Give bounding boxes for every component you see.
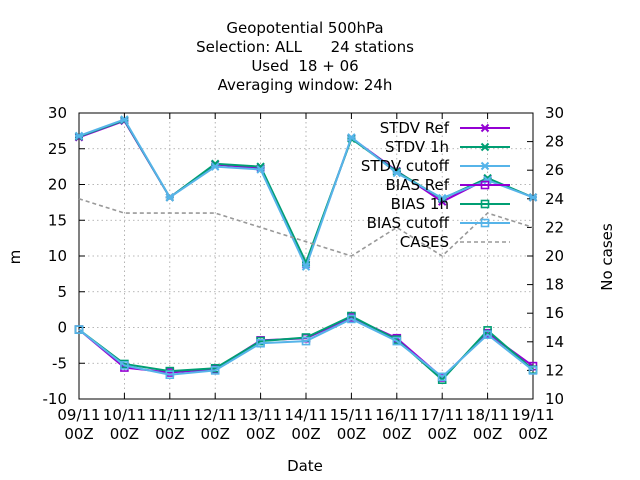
x-tick-label: 16/11 00Z: [375, 406, 418, 443]
legend-marker: [480, 123, 490, 133]
y-tick-label: 5: [57, 283, 67, 301]
legend-item: BIAS Ref: [385, 176, 510, 194]
y2-tick-label: 22: [545, 218, 564, 236]
data-point: [210, 366, 220, 375]
legend-label: STDV Ref: [380, 119, 450, 137]
legend-item: STDV cutoff: [361, 157, 510, 175]
y2-tick-label: 26: [545, 161, 564, 179]
title-line: Geopotential 500hPa: [226, 19, 383, 37]
legend-marker: [480, 180, 490, 190]
series-layer: [74, 115, 538, 384]
data-point: [165, 370, 175, 379]
legend-marker: [480, 218, 490, 228]
y-tick-label: -10: [43, 390, 68, 408]
legend-item: BIAS 1h: [391, 195, 510, 213]
series-stdv-ref: [74, 116, 538, 269]
legend-label: BIAS 1h: [391, 195, 449, 213]
legend-marker: [480, 161, 490, 171]
series-line: [78, 198, 534, 258]
x-tick-label: 13/11 00Z: [239, 406, 282, 443]
x-tick-label: 09/11 00Z: [57, 406, 100, 443]
x-tick-label: 14/11 00Z: [284, 406, 327, 443]
data-point: [256, 165, 265, 174]
y2-tick-label: 24: [545, 190, 564, 208]
y-tick-label: -5: [52, 354, 67, 372]
y2-tick-label: 20: [545, 247, 564, 265]
data-point: [74, 131, 84, 141]
y-tick-label: 25: [48, 140, 67, 158]
y2-tick-label: 14: [545, 333, 564, 351]
legend-item: BIAS cutoff: [367, 214, 510, 232]
y2-tick-label: 28: [545, 133, 564, 151]
legend-label: CASES: [400, 233, 449, 251]
y2-axis-label: No cases: [598, 223, 616, 291]
data-point: [301, 262, 311, 271]
y2-tick-label: 10: [545, 390, 564, 408]
legend-label: BIAS Ref: [385, 176, 449, 194]
data-point: [74, 325, 84, 334]
x-tick-label: 19/11 00Z: [511, 406, 554, 443]
data-point: [347, 314, 356, 324]
data-point: [437, 372, 447, 382]
x-tick-label: 11/11 00Z: [148, 406, 191, 443]
legend-marker: [480, 199, 490, 209]
title-line: Averaging window: 24h: [218, 76, 393, 94]
data-point: [483, 330, 492, 339]
y-axis-label: m: [6, 250, 24, 265]
series-stdv-cutoff: [74, 115, 538, 271]
data-point: [528, 193, 538, 202]
y-tick-label: 15: [48, 211, 67, 229]
title-line: Selection: ALL 24 stations: [196, 38, 414, 56]
data-point: [256, 338, 265, 348]
y-tick-label: 10: [48, 247, 67, 265]
data-point: [301, 336, 311, 346]
y2-tick-label: 18: [545, 276, 564, 294]
legend-item: STDV Ref: [380, 119, 510, 137]
data-point: [120, 115, 129, 124]
y2-tick-label: 30: [545, 104, 564, 122]
legend-marker: [480, 142, 490, 152]
legend-label: BIAS cutoff: [367, 214, 450, 232]
y-tick-label: 30: [48, 104, 67, 122]
series-cases: [78, 198, 534, 258]
y2-tick-label: 16: [545, 304, 564, 322]
y-tick-label: 0: [57, 319, 67, 337]
legend-item: CASES: [400, 233, 510, 251]
data-point: [120, 361, 129, 370]
series-bias-cutoff: [74, 314, 538, 382]
data-point: [392, 168, 402, 178]
axes: -10 -5 0 5 10 15 20 25 30 10 12 14 16 18 20 22 24 26 28 30 0…: [43, 104, 565, 443]
legend-item: STDV 1h: [385, 138, 510, 156]
series-line: [78, 119, 534, 268]
data-point: [437, 193, 447, 203]
chart-title: Geopotential 500hPa Selection: ALL 24 st…: [196, 19, 414, 94]
x-tick-label: 12/11 00Z: [194, 406, 237, 443]
series-line: [78, 317, 534, 379]
data-point: [347, 133, 356, 142]
data-point: [210, 162, 220, 171]
legend-label: STDV 1h: [385, 138, 449, 156]
data-point: [165, 193, 175, 202]
x-axis-label: Date: [287, 457, 323, 475]
legend-label: STDV cutoff: [361, 157, 450, 175]
x-tick-label: 10/11 00Z: [103, 406, 146, 443]
title-line: Used 18 + 06: [251, 57, 358, 75]
x-tick-label: 17/11 00Z: [421, 406, 464, 443]
data-point: [483, 176, 492, 185]
data-point: [392, 336, 402, 346]
y2-tick-label: 12: [545, 361, 564, 379]
x-tick-label: 18/11 00Z: [466, 406, 509, 443]
data-point: [528, 366, 538, 375]
x-tick-label: 15/11 00Z: [330, 406, 373, 443]
y-tick-label: 20: [48, 176, 67, 194]
